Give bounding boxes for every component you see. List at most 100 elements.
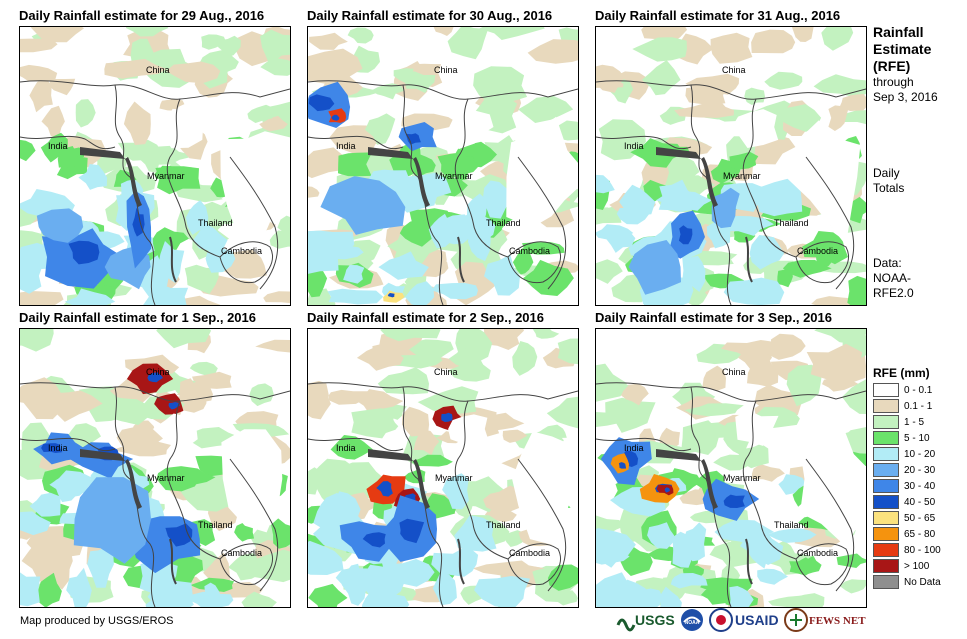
rainfall-map: China India Myanmar Thailand Cambodia [19,328,291,608]
place-label-myanmar: Myanmar [147,473,185,483]
legend-item: 0.1 - 1 [873,398,941,414]
rainfall-map-svg: China India Myanmar Thailand Cambodia [596,27,866,305]
rfe-title-line-1: Rainfall [873,24,924,40]
place-label-cambodia: Cambodia [221,548,262,558]
rfe-data-label: Data: [873,256,902,270]
logo-usaid-text: USAID [735,612,779,628]
place-label-thailand: Thailand [198,520,233,530]
panel-title: Daily Rainfall estimate for 31 Aug., 201… [595,8,841,23]
logo-noaa-text: NOAA [685,620,700,626]
rfe-daily: Daily [873,166,900,180]
legend-label: 5 - 10 [904,432,930,444]
legend-item: 80 - 100 [873,542,941,558]
panel-title: Daily Rainfall estimate for 3 Sep., 2016 [595,310,832,325]
rainfall-map-svg: China India Myanmar Thailand Cambodia [20,27,290,305]
legend-swatch [873,399,899,413]
place-label-myanmar: Myanmar [435,473,473,483]
legend-label: No Data [904,576,941,588]
credit-text: Map produced by USGS/EROS [20,615,174,627]
legend-swatch [873,463,899,477]
legend-swatch [873,559,899,573]
rfe-totals: Totals [873,181,905,195]
rainfall-map: China India Myanmar Thailand Cambodia [19,26,291,306]
place-label-thailand: Thailand [774,520,809,530]
rfe-through: through [873,75,914,89]
rainfall-map-svg: China India Myanmar Thailand Cambodia [308,329,578,607]
legend-label: 80 - 100 [904,544,941,556]
rfe-period: Daily Totals [873,166,904,196]
logos: USGS NOAA USAID FEWS NET [616,608,866,632]
legend-swatch [873,431,899,445]
legend-swatch [873,575,899,589]
place-label-india: India [48,443,68,453]
legend-label: 0.1 - 1 [904,400,933,412]
legend-label: > 100 [904,560,930,572]
panel-title: Daily Rainfall estimate for 1 Sep., 2016 [19,310,256,325]
rainfall-map: China India Myanmar Thailand Cambodia [307,328,579,608]
rfe-title-line-2: Estimate [873,41,932,57]
legend-label: 30 - 40 [904,480,936,492]
rainfall-map-svg: China India Myanmar Thailand Cambodia [308,27,578,305]
legend-item: > 100 [873,558,941,574]
legend-item: 65 - 80 [873,526,941,542]
legend-label: 65 - 80 [904,528,936,540]
legend-label: 20 - 30 [904,464,936,476]
legend-label: 0 - 0.1 [904,384,933,396]
place-label-china: China [146,367,170,377]
place-label-cambodia: Cambodia [797,548,838,558]
place-label-india: India [624,443,644,453]
place-label-india: India [624,141,644,151]
panel-title: Daily Rainfall estimate for 29 Aug., 201… [19,8,265,23]
place-label-myanmar: Myanmar [723,473,761,483]
place-label-thailand: Thailand [486,520,521,530]
usgs-logo: USGS [616,612,675,632]
legend-item: 20 - 30 [873,462,941,478]
rainfall-map: China India Myanmar Thailand Cambodia [595,328,867,608]
legend-label: 1 - 5 [904,416,925,428]
legend-label: 50 - 65 [904,512,936,524]
legend-swatch [873,495,899,509]
place-label-cambodia: Cambodia [509,548,550,558]
place-label-china: China [434,65,458,75]
usaid-logo: USAID [709,608,779,632]
rfe-date: Sep 3, 2016 [873,90,938,104]
panel-title: Daily Rainfall estimate for 2 Sep., 2016 [307,310,544,325]
noaa-logo: NOAA [681,609,703,631]
fewsnet-logo: FEWS NET [784,608,866,632]
rfe-title: Rainfall Estimate (RFE) through Sep 3, 2… [873,24,938,105]
rainfall-map: China India Myanmar Thailand Cambodia [595,26,867,306]
logo-usgs-text: USGS [635,612,675,628]
panel-title: Daily Rainfall estimate for 30 Aug., 201… [307,8,553,23]
legend-item: 50 - 65 [873,510,941,526]
place-label-cambodia: Cambodia [221,246,262,256]
place-label-china: China [146,65,170,75]
rfe-data-src1: NOAA- [873,271,912,285]
legend-item: 10 - 20 [873,446,941,462]
legend-item: 0 - 0.1 [873,382,941,398]
legend-swatch [873,543,899,557]
place-label-thailand: Thailand [774,218,809,228]
place-label-china: China [434,367,458,377]
legend-swatch [873,511,899,525]
rainfall-map-svg: China India Myanmar Thailand Cambodia [20,329,290,607]
legend-label: 40 - 50 [904,496,936,508]
place-label-india: India [336,141,356,151]
place-label-myanmar: Myanmar [147,171,185,181]
place-label-myanmar: Myanmar [435,171,473,181]
legend-swatch [873,527,899,541]
legend-item: 1 - 5 [873,414,941,430]
legend-item: 40 - 50 [873,494,941,510]
legend-item: 5 - 10 [873,430,941,446]
legend: 0 - 0.1 0.1 - 1 1 - 5 5 - 10 10 - 20 20 - 30 3… [873,382,941,590]
place-label-china: China [722,65,746,75]
legend-swatch [873,447,899,461]
rfe-data-source: Data: NOAA- RFE2.0 [873,256,914,301]
rfe-title-line-3: (RFE) [873,58,911,74]
place-label-cambodia: Cambodia [797,246,838,256]
rainfall-map-svg: China India Myanmar Thailand Cambodia [596,329,866,607]
legend-swatch [873,415,899,429]
place-label-thailand: Thailand [198,218,233,228]
rainfall-map: China India Myanmar Thailand Cambodia [307,26,579,306]
legend-item: 30 - 40 [873,478,941,494]
legend-item: No Data [873,574,941,590]
